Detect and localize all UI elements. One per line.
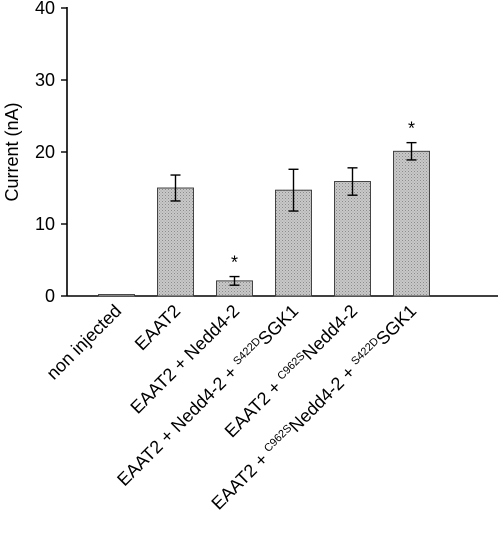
x-tick-label: EAAT2 [131, 301, 185, 355]
y-tick-label: 10 [35, 214, 55, 234]
bar [275, 189, 312, 297]
bar [393, 150, 430, 297]
bar [334, 181, 371, 297]
bar [98, 294, 135, 297]
x-tick-label: non injected [43, 301, 126, 384]
bar [157, 187, 194, 297]
y-tick-label: 20 [35, 142, 55, 162]
significance-marker: * [231, 253, 238, 273]
x-tick-label: EAAT2 + Nedd4-2 [126, 301, 243, 418]
y-tick-label: 30 [35, 70, 55, 90]
y-axis-title: Current (nA) [2, 102, 22, 201]
y-tick-label: 0 [45, 286, 55, 306]
significance-marker: * [408, 119, 415, 139]
y-tick-label: 40 [35, 0, 55, 18]
